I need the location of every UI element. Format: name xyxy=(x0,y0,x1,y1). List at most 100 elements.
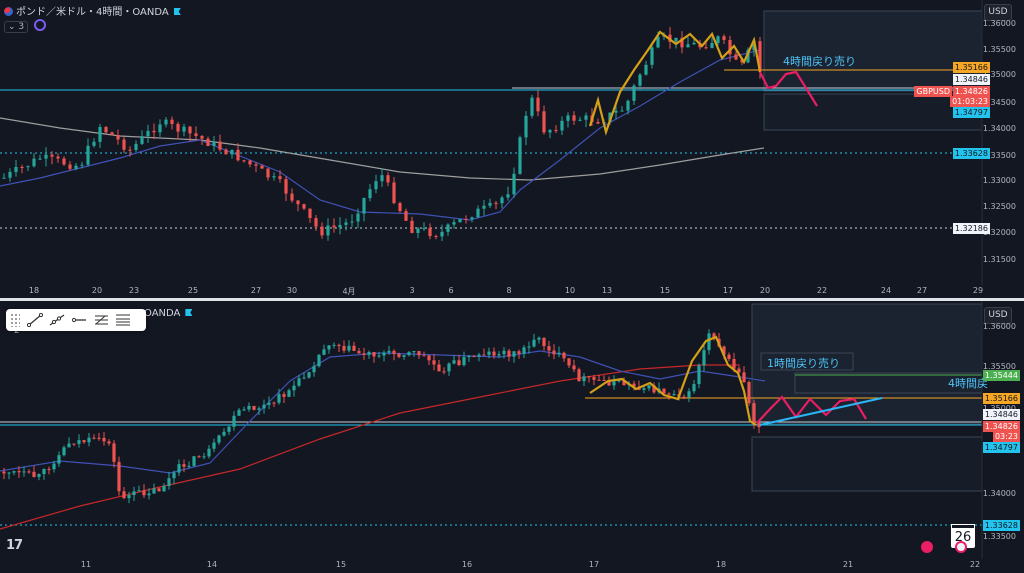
chart-canvas-4h[interactable] xyxy=(0,0,1024,298)
candle-body xyxy=(158,124,162,133)
drawing-toolbar[interactable] xyxy=(6,309,146,331)
chart-pane-4h[interactable]: ポンド／米ドル・4時間・OANDA ⌄ 3 USD 1.36000 1.35500… xyxy=(0,0,1024,298)
candle-body xyxy=(322,349,326,355)
candle-body xyxy=(344,222,348,225)
time-label: 22 xyxy=(969,560,981,569)
candle-body xyxy=(254,164,258,166)
candle-body xyxy=(8,171,12,178)
tradingview-logo[interactable]: 17 xyxy=(6,538,23,553)
indicator-toggle[interactable]: ⌄ 3 xyxy=(4,19,47,33)
candle-body xyxy=(464,218,468,220)
ray-tool[interactable] xyxy=(46,311,68,329)
candle-body xyxy=(650,47,654,65)
price-tag-level-top: 1.35444 xyxy=(982,370,1020,381)
annotation-4h-sell-bottom[interactable]: 4時間戻 xyxy=(948,377,988,390)
time-label: 4月 xyxy=(342,287,356,296)
candle-body xyxy=(667,393,671,395)
candle-body xyxy=(562,352,566,359)
chart-canvas-1h[interactable] xyxy=(0,301,1024,573)
candle-body xyxy=(482,354,486,356)
candle-body xyxy=(266,168,270,178)
event-flag-icon[interactable] xyxy=(955,541,967,553)
drag-handle-icon[interactable] xyxy=(10,313,20,327)
currency-selector[interactable]: USD xyxy=(984,4,1012,21)
candle-body xyxy=(326,225,330,236)
candle-body xyxy=(620,110,624,112)
candle-body xyxy=(202,456,206,458)
chart-pane-1h[interactable]: USD OANDA 2 1.360001.355001.350001.34500… xyxy=(0,301,1024,573)
projection-path-1h xyxy=(756,395,867,424)
candle-body xyxy=(132,491,136,496)
candle-body xyxy=(277,394,281,403)
candle-body xyxy=(427,355,431,361)
horizontal-ray-tool[interactable] xyxy=(68,311,90,329)
candle-body xyxy=(128,149,132,151)
candle-body xyxy=(362,198,366,214)
candle-body xyxy=(207,448,211,457)
time-label: 14 xyxy=(206,560,218,569)
candle-body xyxy=(98,127,102,142)
candle-body xyxy=(77,440,81,444)
candle-body xyxy=(32,158,36,167)
candle-body xyxy=(86,145,90,165)
candle-body xyxy=(282,394,286,397)
candle-body xyxy=(737,368,741,373)
news-icon[interactable] xyxy=(921,541,933,553)
countdown-tag: 03:23 xyxy=(992,431,1020,442)
price-tag-current: 1.34826 xyxy=(952,86,990,97)
candle-body xyxy=(110,132,114,136)
trend-line-support xyxy=(759,397,883,426)
candle-body xyxy=(308,208,312,219)
candle-body xyxy=(352,345,356,351)
candle-body xyxy=(112,443,116,462)
trend-line-tool[interactable] xyxy=(24,311,46,329)
candle-body xyxy=(656,36,660,48)
candle-body xyxy=(457,360,461,366)
candle-body xyxy=(284,179,288,194)
candle-body xyxy=(127,495,131,499)
pane-separator[interactable] xyxy=(0,298,1024,301)
candle-body xyxy=(37,474,41,477)
symbol-tag: GBPUSD xyxy=(914,86,952,97)
live-marker-icon xyxy=(185,309,193,316)
symbol-header[interactable]: ポンド／米ドル・4時間・OANDA xyxy=(4,3,181,18)
annotation-1h-sell[interactable]: 1時間戻り売り xyxy=(767,357,840,370)
supply-zone-box xyxy=(763,10,983,92)
candle-body xyxy=(74,165,78,169)
currency-selector-bottom[interactable]: USD xyxy=(984,307,1012,324)
time-label: 15 xyxy=(659,286,671,295)
time-label: 20 xyxy=(91,286,103,295)
candle-body xyxy=(72,443,76,445)
candle-body xyxy=(248,160,252,165)
candle-body xyxy=(200,135,204,139)
candle-body xyxy=(752,403,756,423)
wave-path-4h xyxy=(588,30,762,136)
price-label: 1.35000 xyxy=(982,70,1016,79)
candle-body xyxy=(387,350,391,353)
candle-body xyxy=(417,351,421,356)
candle-body xyxy=(412,351,416,353)
candle-body xyxy=(296,200,300,205)
parallel-channel-tool[interactable] xyxy=(112,311,134,329)
annotation-4h-sell[interactable]: 4時間戻り売り xyxy=(783,55,856,68)
countdown-tag: 01:03:23 xyxy=(950,96,990,107)
candle-body xyxy=(522,347,526,354)
candle-body xyxy=(32,471,36,477)
candle-body xyxy=(68,164,72,169)
time-label: 30 xyxy=(286,286,298,295)
candle-body xyxy=(332,344,336,346)
candle-body xyxy=(188,126,192,134)
time-label: 24 xyxy=(880,286,892,295)
candle-body xyxy=(707,333,711,351)
candle-body xyxy=(458,218,462,223)
projection-path-4h xyxy=(759,70,818,107)
candle-body xyxy=(242,409,246,411)
candle-body xyxy=(47,469,51,471)
candle-body xyxy=(398,203,402,212)
candle-body xyxy=(502,350,506,355)
candle-body xyxy=(182,464,186,467)
fib-tool[interactable] xyxy=(90,311,112,329)
candle-body xyxy=(182,126,186,132)
bottom-indicator-count[interactable]: 2 xyxy=(14,326,20,336)
candle-body xyxy=(56,156,60,159)
